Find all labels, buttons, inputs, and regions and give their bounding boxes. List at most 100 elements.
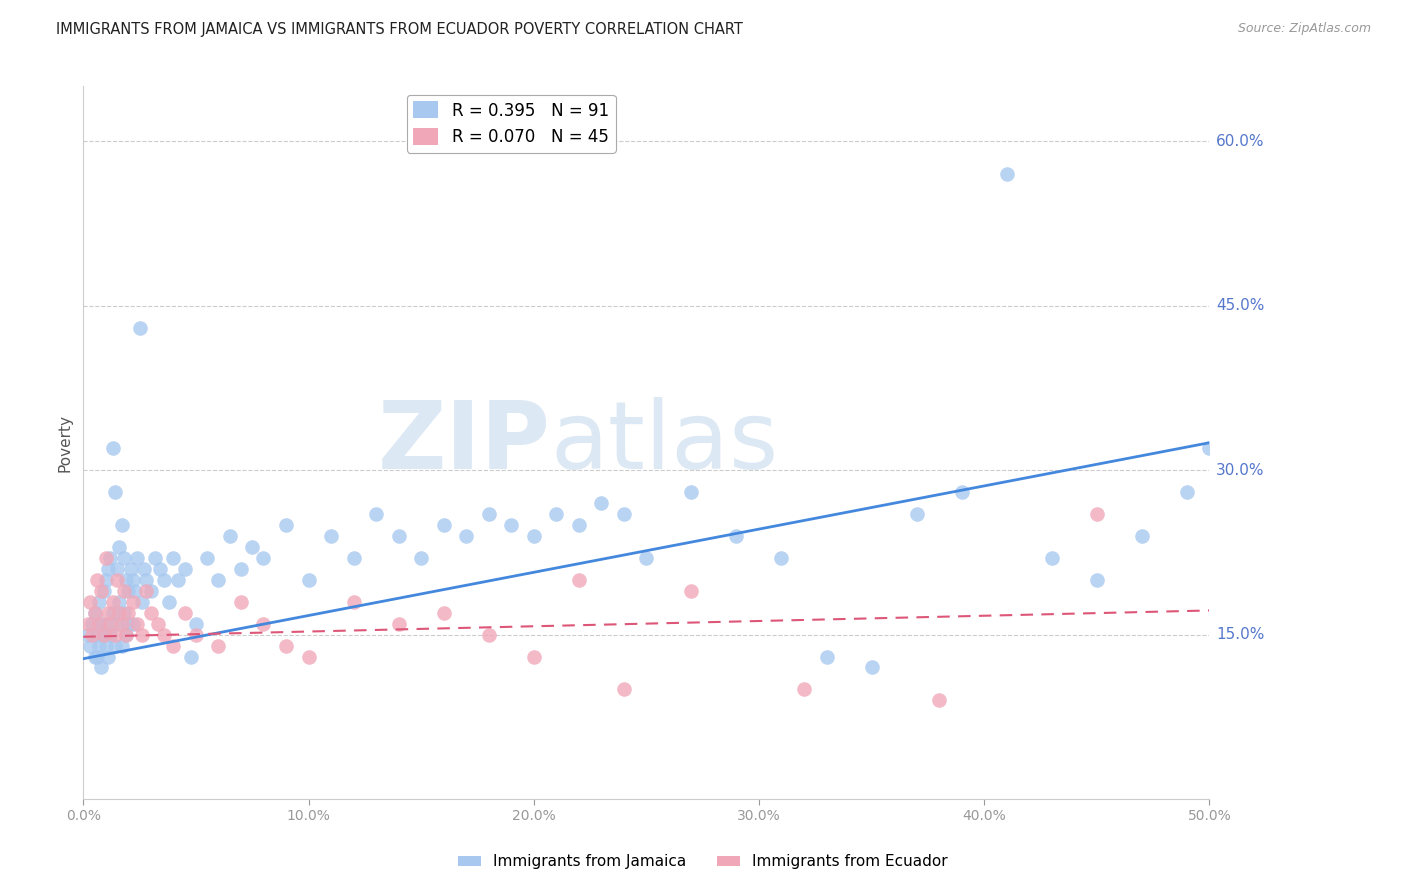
Text: ZIP: ZIP (378, 397, 551, 489)
Point (207, 639, 229, 653)
Point (139, 606, 162, 620)
Point (146, 616, 169, 631)
Point (153, 573, 176, 587)
Point (83, 606, 105, 620)
Point (342, 550, 364, 565)
Point (110, 639, 132, 653)
Point (132, 562, 155, 576)
Point (1175, 485, 1198, 500)
Point (1085, 507, 1108, 521)
Point (83, 649, 105, 664)
Point (613, 682, 636, 697)
Point (139, 583, 162, 598)
Point (101, 595, 124, 609)
Point (252, 616, 274, 631)
Point (86, 627, 108, 641)
Point (104, 627, 127, 641)
Point (1040, 550, 1063, 565)
Point (108, 595, 131, 609)
Point (478, 507, 501, 521)
Point (98, 616, 121, 631)
Point (120, 562, 142, 576)
Point (613, 507, 636, 521)
Text: 15.0%: 15.0% (1216, 627, 1264, 642)
Point (184, 627, 207, 641)
Point (995, 167, 1018, 181)
Point (94, 616, 117, 631)
Y-axis label: Poverty: Poverty (58, 414, 72, 472)
Point (87, 595, 110, 609)
Point (815, 649, 838, 664)
Point (681, 583, 703, 598)
Point (112, 550, 135, 565)
Point (94, 639, 117, 653)
Point (121, 573, 143, 587)
Point (94, 573, 117, 587)
Point (115, 573, 138, 587)
Point (93, 627, 115, 641)
Point (87, 616, 110, 631)
Point (83, 606, 105, 620)
Point (105, 562, 128, 576)
Point (145, 550, 167, 565)
Point (388, 616, 411, 631)
Text: IMMIGRANTS FROM JAMAICA VS IMMIGRANTS FROM ECUADOR POVERTY CORRELATION CHART: IMMIGRANTS FROM JAMAICA VS IMMIGRANTS FR… (56, 22, 744, 37)
Text: atlas: atlas (551, 397, 779, 489)
Point (98, 627, 121, 641)
Point (127, 550, 149, 565)
Point (860, 660, 883, 674)
Point (117, 583, 139, 598)
Text: Source: ZipAtlas.com: Source: ZipAtlas.com (1237, 22, 1371, 36)
Point (297, 573, 319, 587)
Point (950, 485, 973, 500)
Point (131, 627, 153, 641)
Point (319, 529, 342, 543)
Legend: Immigrants from Jamaica, Immigrants from Ecuador: Immigrants from Jamaica, Immigrants from… (453, 848, 953, 875)
Point (274, 639, 297, 653)
Point (229, 595, 252, 609)
Point (725, 529, 748, 543)
Point (112, 583, 135, 598)
Point (108, 540, 131, 554)
Point (76, 616, 98, 631)
Point (117, 606, 139, 620)
Point (121, 616, 143, 631)
Point (110, 616, 132, 631)
Point (162, 550, 184, 565)
Text: 45.0%: 45.0% (1216, 298, 1264, 313)
Point (229, 562, 252, 576)
Legend: R = 0.395   N = 91, R = 0.070   N = 45: R = 0.395 N = 91, R = 0.070 N = 45 (406, 95, 616, 153)
Point (101, 441, 124, 455)
Point (82, 616, 104, 631)
Text: 30.0%: 30.0% (1216, 463, 1264, 477)
Point (568, 518, 591, 533)
Point (546, 507, 568, 521)
Point (770, 550, 793, 565)
Text: 60.0%: 60.0% (1216, 134, 1264, 149)
Point (94, 550, 117, 565)
Point (97, 562, 120, 576)
Point (905, 507, 928, 521)
Point (131, 595, 153, 609)
Point (105, 573, 128, 587)
Point (568, 573, 591, 587)
Point (115, 627, 138, 641)
Point (681, 485, 703, 500)
Point (90, 660, 112, 674)
Point (79, 639, 101, 653)
Point (456, 529, 478, 543)
Point (180, 649, 202, 664)
Point (1085, 573, 1108, 587)
Point (411, 550, 433, 565)
Point (86, 649, 108, 664)
Point (1198, 441, 1220, 455)
Point (252, 550, 274, 565)
Point (82, 627, 104, 641)
Point (135, 573, 157, 587)
Point (195, 550, 218, 565)
Point (86, 573, 108, 587)
Point (388, 529, 411, 543)
Point (433, 518, 456, 533)
Point (108, 606, 131, 620)
Point (173, 606, 195, 620)
